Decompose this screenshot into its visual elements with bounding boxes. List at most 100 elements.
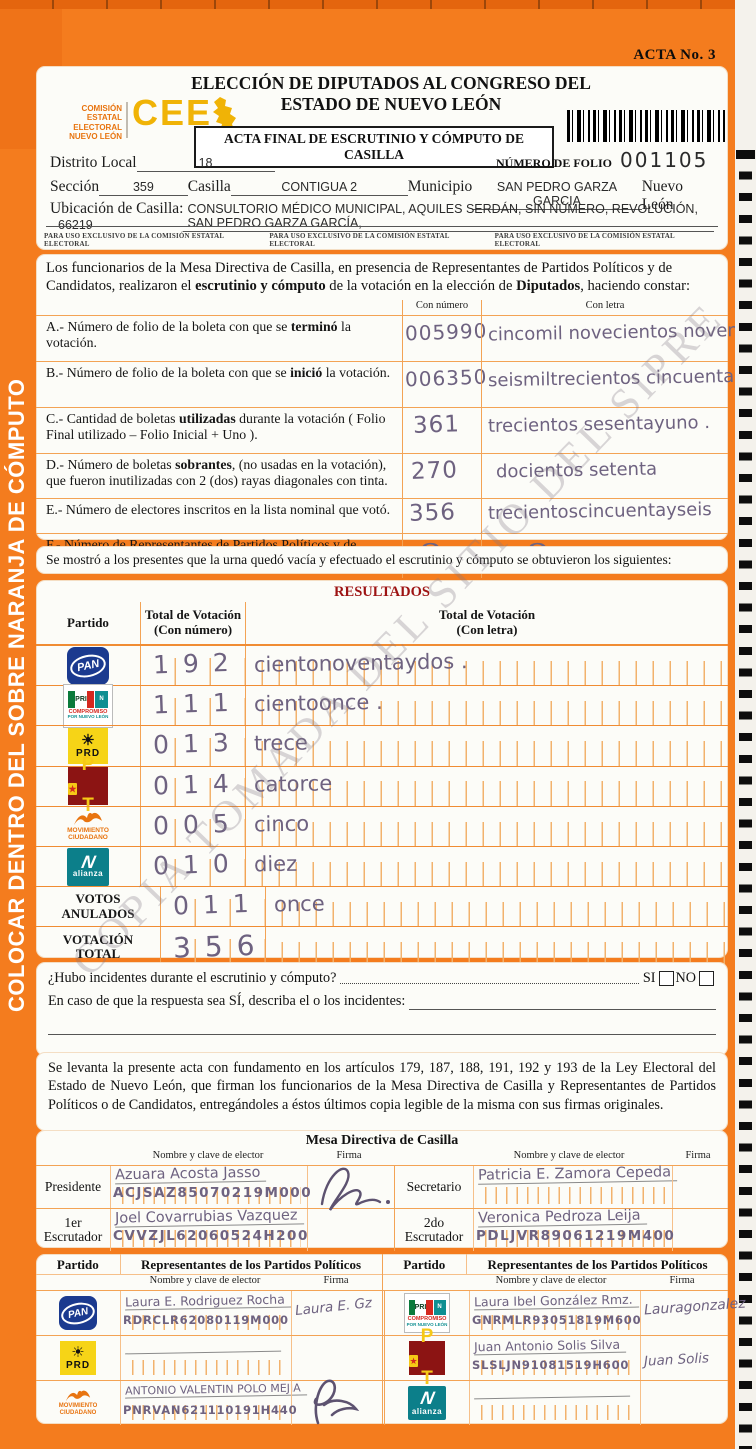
representantes-panel: Partido Representantes de los Partidos P…: [36, 1254, 746, 1425]
reps-row-3: MOVIMIENTO CIUDADANO ANTONIO VALENTIN POL…: [36, 1379, 728, 1425]
rep-name-blank: [124, 1336, 282, 1355]
municipio-label: Municipio: [407, 178, 473, 195]
casilla-value: CONTIGUA 2: [230, 180, 408, 196]
col-firma: Firma: [336, 1150, 362, 1161]
clave-grid: [113, 1187, 301, 1204]
handwritten-number: 356: [408, 499, 457, 527]
intro-bold: Diputados: [516, 277, 581, 294]
ubicacion-label: Ubicación de Casilla:: [50, 200, 184, 217]
reps-title: Representantes de los Partidos Políticos: [119, 1254, 382, 1274]
pri-nl-logo-text: N: [95, 691, 108, 709]
vote-count: 005: [152, 808, 244, 841]
rep-clave: RDRCLR62080119M000: [123, 1313, 289, 1327]
compromiso-text: COMPROMISO: [407, 1315, 447, 1322]
vote-words: cinco: [253, 811, 310, 837]
pri-compromiso-logo-icon: PRI N COMPROMISO POR NUEVO LEÓN: [63, 683, 113, 728]
estado-label: Nuevo León: [641, 178, 684, 213]
col-firma: Firma: [323, 1275, 349, 1286]
col-partido: Partido: [381, 1254, 467, 1274]
vote-count: 013: [152, 727, 244, 760]
resultados-panel: RESULTADOS Partido Total de Votación (Co…: [36, 580, 728, 967]
rep-clave: SLSLJN91081519H600: [472, 1358, 630, 1372]
clave-grid: [472, 1360, 634, 1375]
boletas-table: Con número Con letra A.- Número de folio…: [36, 300, 756, 578]
handwritten-words: cincomil novecientos noventa .: [487, 319, 756, 346]
pt-logo-icon: P ★ T: [68, 754, 108, 816]
seccion-value: 359: [99, 180, 188, 196]
row-label-bold: utilizadas: [178, 411, 236, 426]
seccion-label: Sección: [50, 178, 100, 195]
col-firma: Firma: [669, 1275, 695, 1286]
org-line: ESTATAL: [86, 113, 122, 123]
intro-text: Los funcionarios de la Mesa Directiva de…: [46, 260, 673, 294]
rep-name: ANTONIO VALENTIN POLO MEJIA: [124, 1381, 307, 1399]
handwritten-number: 361: [412, 411, 461, 439]
intro-paragraph: Los funcionarios de la Mesa Directiva de…: [36, 254, 728, 298]
incidents-describe-label: En caso de que la respuesta sea SÍ, desc…: [48, 993, 406, 1009]
pt-logo-text: P: [420, 1325, 434, 1347]
boletas-row-b: B.- Número de folio de la boleta con que…: [36, 361, 746, 407]
pri-logo-text: PRI: [75, 691, 87, 709]
col-header-partido: Partido: [67, 614, 109, 630]
handwritten-number: 006350: [404, 364, 488, 392]
prd-logo-icon: ☀ PRD: [60, 1341, 96, 1375]
movimiento-ciudadano-logo-icon: MOVIMIENTO CIUDADANO: [61, 811, 115, 842]
mesa-row-2: 1er Escrutador Joel Covarrubias Vazquez …: [36, 1207, 728, 1251]
vote-words: catorce: [253, 770, 333, 797]
handwritten-number: 270: [410, 457, 459, 485]
row-label: B.- Número de folio de la boleta con que…: [46, 365, 291, 380]
clave-grid: [476, 1230, 666, 1247]
pt-logo-text: T: [421, 1368, 433, 1390]
col-header-con-letra: Con letra: [481, 300, 728, 315]
col-partido: Partido: [56, 1257, 99, 1272]
no-checkbox: [699, 971, 714, 986]
clave-grid: [476, 1187, 666, 1204]
row-label: C.- Cantidad de boletas: [46, 411, 179, 426]
rep-signature: [313, 1379, 360, 1425]
timing-marks: [739, 150, 752, 1449]
mesa-title: Mesa Directiva de Casilla: [305, 1133, 459, 1148]
alianza-n-icon: N: [418, 1388, 436, 1409]
presidente-clave: ACJSAZ85070219M000: [113, 1185, 313, 1201]
legal-paragraph-panel: Se levanta la presente acta con fundamen…: [36, 1052, 728, 1131]
row-label-bold: terminó: [290, 319, 338, 334]
boletas-row-d: D.- Número de boletas sobrantes, (no usa…: [36, 453, 728, 498]
mc-eagle-icon: [74, 812, 102, 825]
clave-grid: [113, 1230, 301, 1247]
result-row-pan: PAN 192 cientonoventaydos .: [36, 645, 728, 686]
row-label: la votación.: [322, 365, 391, 380]
result-row-mc: MOVIMIENTO CIUDADANO 005 cinco: [36, 805, 728, 847]
mc-eagle-icon: [65, 1390, 91, 1402]
pan-logo-text: PAN: [59, 1299, 97, 1327]
vote-count: 011: [172, 888, 264, 921]
mesa-row-1: Presidente Azuara Acosta Jasso ACJSAZ850…: [36, 1164, 728, 1211]
incidents-question: ¿Hubo incidentes durante el escrutinio y…: [48, 970, 337, 986]
vote-count: 111: [152, 687, 244, 720]
clave-grid: [123, 1315, 285, 1330]
exclusive-use-notes: PARA USO EXCLUSIVO DE LA COMISIÓN ESTATA…: [44, 232, 720, 248]
handwritten-words: trecientoscincuentayseis: [487, 499, 712, 524]
pt-logo-icon: P ★ T: [409, 1326, 445, 1389]
rep-signature-text: Juan Solis: [643, 1350, 710, 1370]
clave-grid: [472, 1405, 634, 1420]
col-header-con-numero: Con número: [402, 300, 481, 315]
scan-top-edge: [0, 0, 756, 9]
movimiento-ciudadano-logo-icon: MOVIMIENTO CIUDADANO: [53, 1389, 103, 1417]
org-line: ELECTORAL: [73, 122, 122, 132]
org-line: NUEVO LEÓN: [69, 132, 122, 142]
prd-logo-icon: ☀ PRD: [68, 727, 108, 764]
folio-number: 001105: [620, 148, 709, 172]
presidente-signature: [320, 1167, 390, 1211]
ubicacion-value: CONSULTORIO MÉDICO MUNICIPAL, AQUILES SE…: [183, 202, 714, 232]
row-label: D.- Número de boletas: [46, 457, 176, 472]
rep-name: Laura E. Rodriguez Rocha: [124, 1291, 291, 1311]
mc-logo-text: CIUDADANO: [59, 1410, 97, 1416]
prd-sun-icon: ☀: [71, 1344, 85, 1361]
vote-count: 010: [152, 848, 244, 881]
casilla-label: Casilla: [187, 178, 231, 195]
vote-count: 014: [152, 768, 244, 801]
boletas-panel: Los funcionarios de la Mesa Directiva de…: [36, 254, 756, 578]
compromiso-text: COMPROMISO: [68, 709, 108, 716]
